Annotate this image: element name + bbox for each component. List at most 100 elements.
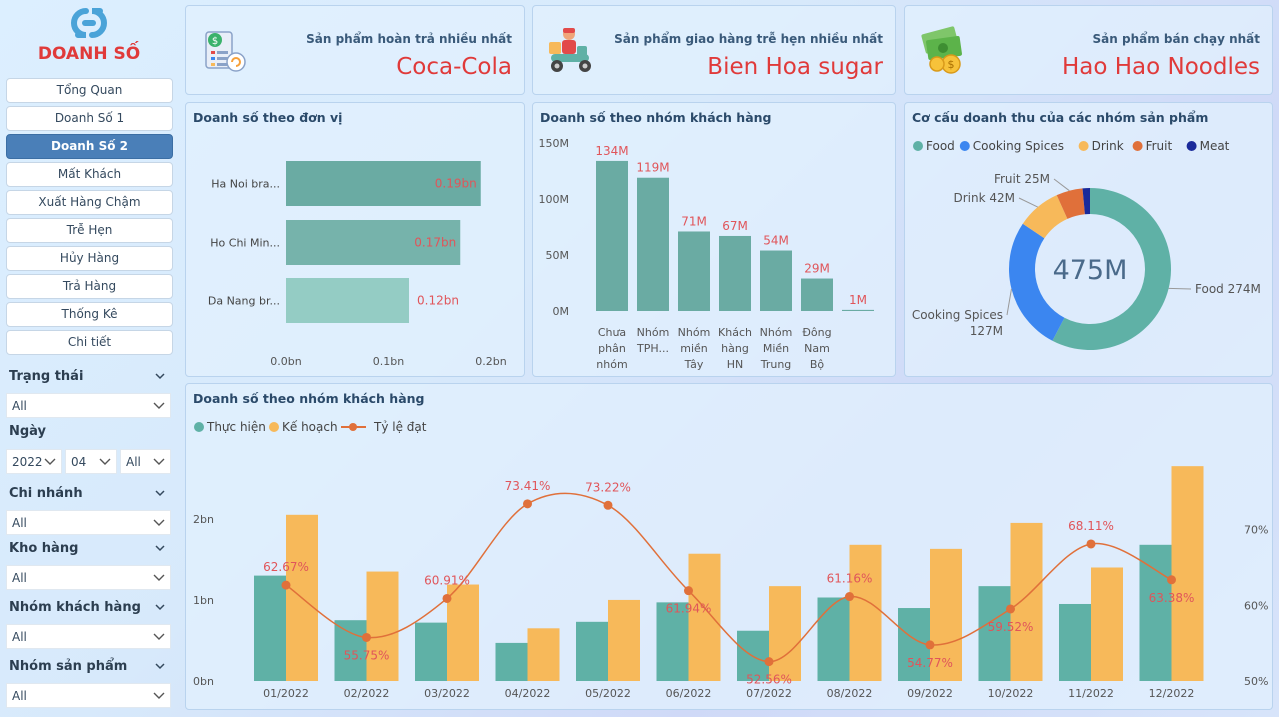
nav-button-7[interactable]: Trả Hàng (6, 274, 173, 299)
trang-thai-select[interactable]: All (6, 393, 171, 418)
chevron-down-icon[interactable] (155, 661, 165, 671)
chart-card-monthly: Doanh số theo nhóm khách hàng Thực hiện K… (185, 383, 1273, 710)
category-label: 07/2022 (746, 687, 792, 700)
bar-chart-don-vi: Ha Noi bra... 0.19bn Ho Chi Min... 0.17bn Da… (208, 161, 507, 368)
category-label: Đông (802, 326, 831, 339)
chevron-down-icon (99, 458, 111, 465)
category-label: TPH... (636, 342, 669, 355)
year-select[interactable]: 2022 (6, 449, 62, 474)
filter-ngay-label: Ngày (9, 424, 47, 439)
bar (801, 278, 833, 311)
data-label: 29M (804, 262, 830, 276)
category-label: Nhóm (760, 326, 793, 339)
data-label: 63.38% (1149, 591, 1195, 605)
chart-title-co-cau: Cơ cấu doanh thu của các nhóm sản phẩm (912, 110, 1209, 125)
chevron-down-icon[interactable] (155, 371, 165, 381)
legend-entry: Drink (1092, 139, 1124, 153)
legend-entry: Kế hoạch (282, 420, 338, 434)
data-label: 67M (722, 219, 748, 233)
chart-title-don-vi: Doanh số theo đơn vị (193, 110, 343, 125)
leader-line (1006, 288, 1012, 316)
category-label: Nhóm (678, 326, 711, 339)
tick-label: 0.1bn (373, 355, 404, 368)
nav-button-3[interactable]: Mất Khách (6, 162, 173, 187)
tick-label-right: 50% (1244, 675, 1268, 688)
nav-button-5[interactable]: Trễ Hẹn (6, 218, 173, 243)
nhom-san-pham-value: All (12, 689, 27, 703)
nav-button-8[interactable]: Thống Kê (6, 302, 173, 327)
bar-ke-hoach (1010, 522, 1043, 681)
line-point (442, 593, 452, 603)
tick-label: 0.0bn (270, 355, 301, 368)
category-label: phân (598, 342, 626, 355)
legend-marker (1186, 141, 1197, 151)
slice-label: Food 274M (1195, 282, 1261, 296)
kho-hang-select[interactable]: All (6, 565, 171, 590)
line-point (281, 580, 291, 590)
bar-ke-hoach (527, 628, 560, 681)
nav-button-9[interactable]: Chi tiết (6, 330, 173, 355)
legend-entry: Tỷ lệ đạt (373, 420, 427, 434)
nav-button-4[interactable]: Xuất Hàng Chậm (6, 190, 173, 215)
legend-entry: Thực hiện (206, 420, 266, 434)
bar (637, 177, 669, 311)
kpi-title-returns: Sản phẩm hoàn trả nhiều nhất (306, 32, 512, 46)
bar (678, 231, 710, 311)
category-label: 02/2022 (344, 687, 390, 700)
nav-button-0[interactable]: Tổng Quan (6, 78, 173, 103)
month-select[interactable]: 04 (65, 449, 117, 474)
logo-icon (71, 8, 107, 38)
chevron-down-icon (153, 402, 165, 409)
tick-label-left: 0bn (193, 675, 214, 688)
nav-button-1[interactable]: Doanh Số 1 (6, 106, 173, 131)
chi-nhanh-select[interactable]: All (6, 510, 171, 535)
data-label: 0.17bn (414, 236, 456, 250)
legend-marker (959, 141, 970, 151)
chi-nhanh-value: All (12, 516, 27, 530)
data-label: 73.22% (585, 480, 631, 494)
category-label: Bộ (810, 358, 825, 371)
chevron-down-icon[interactable] (155, 543, 165, 553)
filter-nhom-khach-hang-label: Nhóm khách hàng (9, 600, 141, 615)
pie-slice (1009, 223, 1065, 341)
category-label: 04/2022 (505, 687, 551, 700)
nav-button-2[interactable]: Doanh Số 2 (6, 134, 173, 159)
category-label: Trung (760, 358, 792, 371)
chevron-down-icon[interactable] (155, 602, 165, 612)
kpi-value-best-seller: Hao Hao Noodles (1061, 54, 1260, 80)
bar-thuc-hien (1139, 544, 1172, 681)
return-document-icon: $ (205, 31, 246, 72)
bar-ke-hoach (849, 544, 882, 681)
category-label: Tây (684, 358, 704, 371)
chevron-down-icon (153, 519, 165, 526)
nhom-san-pham-select[interactable]: All (6, 683, 171, 708)
data-label: 61.16% (827, 572, 873, 586)
trang-thai-value: All (12, 399, 27, 413)
pie-slice (1056, 188, 1085, 219)
data-label: 55.75% (344, 648, 390, 662)
bar (286, 161, 481, 206)
data-label: 52.56% (746, 673, 792, 687)
bar-ke-hoach (688, 553, 721, 681)
day-select[interactable]: All (120, 449, 171, 474)
day-value: All (126, 455, 141, 469)
category-label: Nhóm (637, 326, 670, 339)
category-label: 09/2022 (907, 687, 953, 700)
category-label: nhóm (596, 358, 627, 371)
chevron-down-icon[interactable] (155, 488, 165, 498)
series-line-ty-le-dat (285, 492, 1172, 663)
bar-ke-hoach (1171, 466, 1204, 681)
nav-button-6[interactable]: Hủy Hàng (6, 246, 173, 271)
category-label: Ho Chi Min... (210, 237, 280, 250)
bar-thuc-hien (254, 575, 286, 681)
category-label: 01/2022 (263, 687, 309, 700)
kpi-value-returns: Coca-Cola (396, 54, 512, 80)
tick-label: 0M (553, 305, 570, 318)
chart-title-nhom-khach-hang: Doanh số theo nhóm khách hàng (540, 110, 772, 125)
slice-label: Fruit 25M (994, 172, 1050, 186)
bar (286, 220, 461, 265)
data-label: 0.19bn (435, 177, 477, 191)
bar-ke-hoach (769, 586, 801, 681)
nhom-khach-hang-select[interactable]: All (6, 624, 171, 649)
line-point (603, 500, 613, 510)
